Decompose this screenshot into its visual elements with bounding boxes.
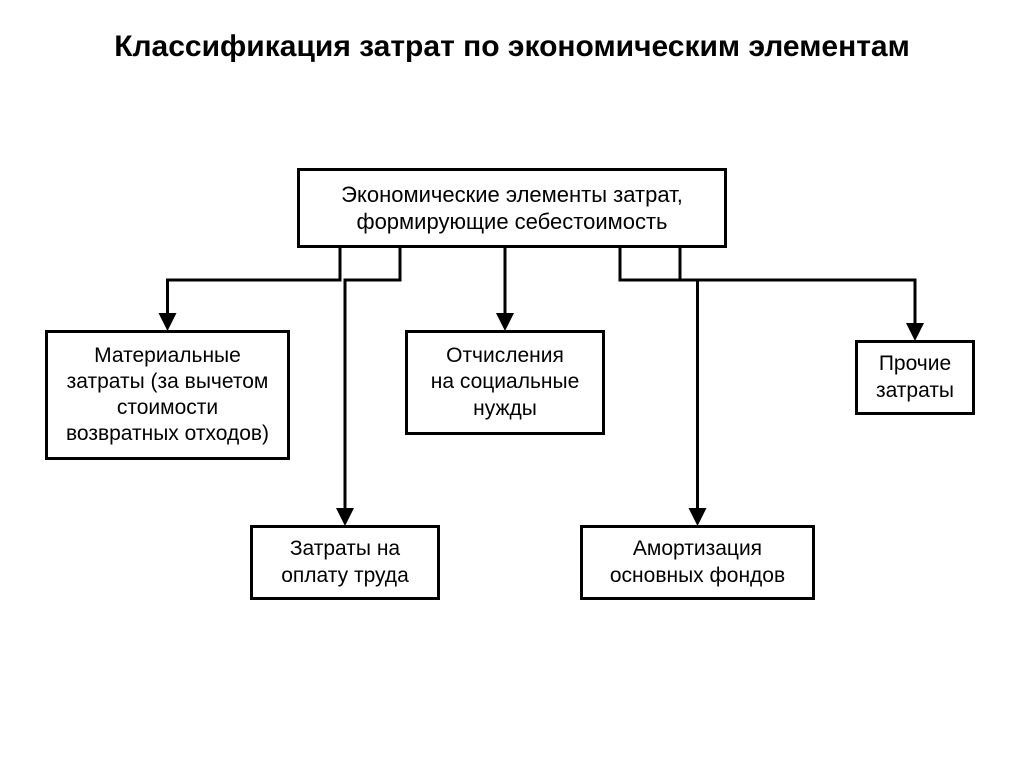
child-node-other-costs: Прочиезатраты — [855, 340, 975, 415]
edge-c2 — [345, 248, 400, 523]
child-node-labor-costs: Затраты наоплату труда — [250, 525, 440, 600]
child-node-material-costs: Материальныезатраты (за вычетомстоимости… — [45, 330, 290, 460]
root-node-label: Экономические элементы затрат,формирующи… — [341, 181, 683, 236]
node-label: Затраты наоплату труда — [281, 536, 409, 589]
child-node-social-deductions: Отчисленияна социальныенужды — [405, 330, 605, 435]
diagram-canvas: Классификация затрат по экономическим эл… — [0, 0, 1024, 767]
node-label: Прочиезатраты — [876, 351, 954, 404]
edge-c5 — [680, 248, 915, 338]
node-label: Материальныезатраты (за вычетомстоимости… — [66, 343, 269, 448]
page-title: Классификация затрат по экономическим эл… — [0, 30, 1024, 64]
child-node-amortization: Амортизацияосновных фондов — [580, 525, 815, 600]
node-label: Отчисленияна социальныенужды — [431, 343, 580, 422]
root-node: Экономические элементы затрат,формирующи… — [297, 168, 727, 248]
edge-c1 — [168, 248, 341, 328]
node-label: Амортизацияосновных фондов — [610, 536, 785, 589]
edge-c4 — [620, 248, 698, 523]
